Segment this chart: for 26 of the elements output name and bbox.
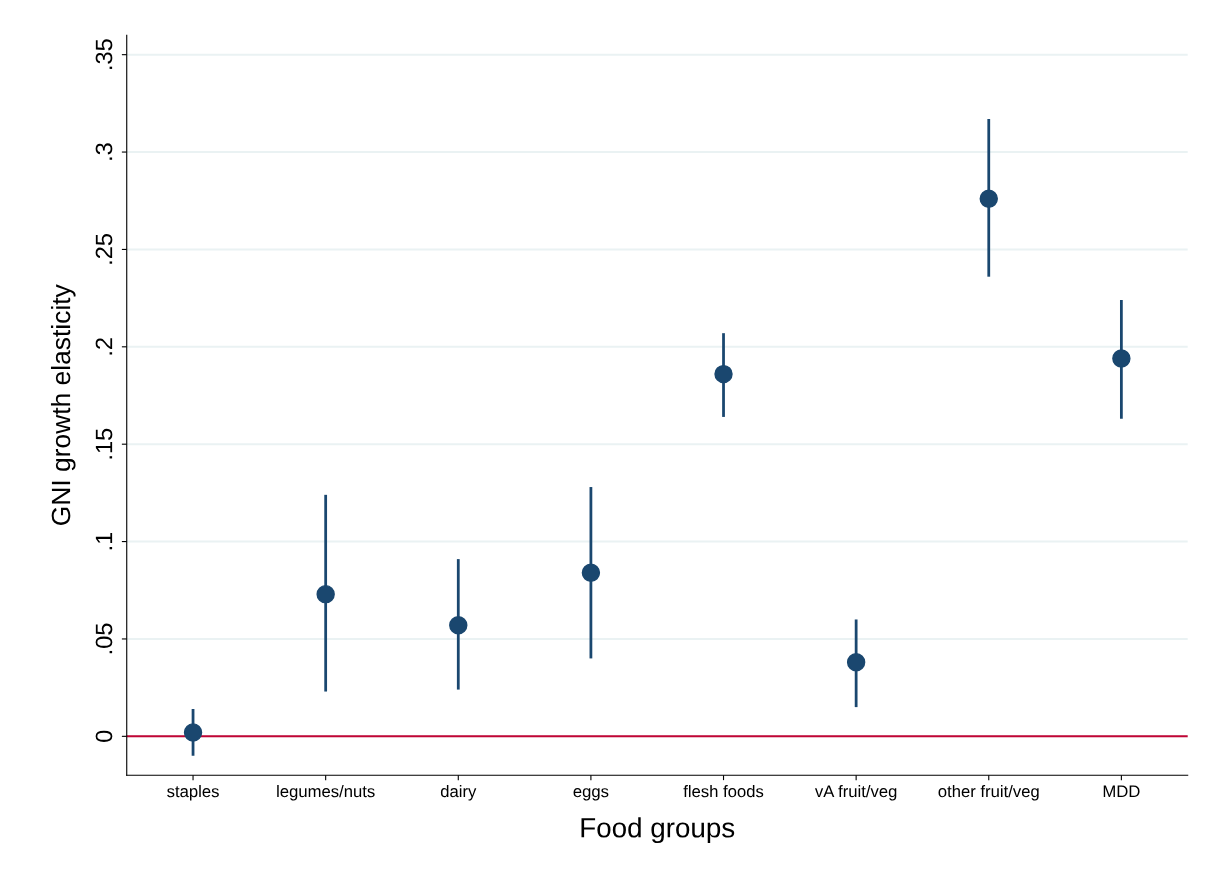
x-tick-label: MDD: [1103, 785, 1140, 798]
x-tick-label: dairy: [440, 785, 477, 801]
x-tick-label: eggs: [573, 788, 609, 801]
y-tick-label: .1: [95, 532, 113, 550]
point: [979, 189, 998, 208]
x-tick-label: legumes/nuts: [277, 785, 375, 801]
point: [846, 653, 866, 672]
x-axis-title: Food groups: [581, 817, 735, 844]
y-axis-title: GNI growth elasticity: [50, 284, 76, 525]
x-tick-label: vA fruit/veg: [814, 785, 897, 801]
y-tick-label: .05: [95, 623, 113, 654]
y-tick-label: .15: [95, 428, 113, 459]
y-tick-label: .3: [95, 143, 113, 160]
y-tick-label: .25: [95, 234, 113, 264]
x-tick-label: staples: [167, 785, 219, 801]
y-tick-label: .35: [95, 39, 113, 69]
point: [183, 723, 203, 742]
point: [1112, 349, 1131, 368]
point: [714, 364, 733, 384]
point: [449, 616, 468, 635]
x-tick-label: flesh foods: [683, 785, 764, 798]
x-tick-label: other fruit/veg: [938, 785, 1039, 801]
point: [316, 584, 335, 604]
y-tick-label: 0: [95, 730, 113, 742]
point: [581, 563, 601, 582]
y-tick-label: .2: [95, 338, 113, 355]
